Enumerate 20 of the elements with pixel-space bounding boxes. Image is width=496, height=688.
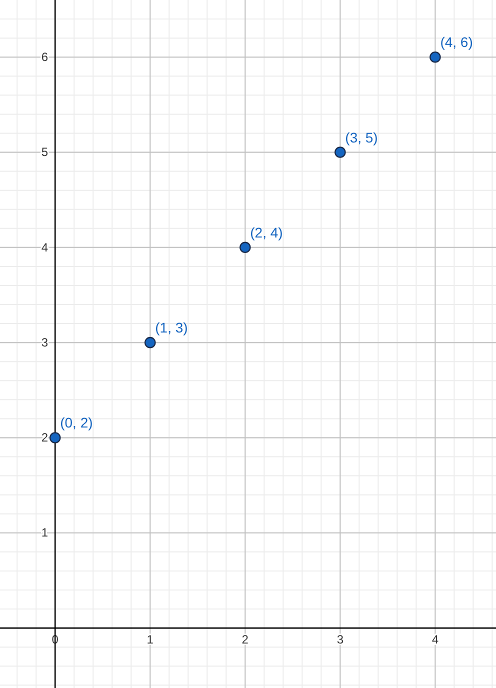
- point: [240, 242, 251, 254]
- point: [144, 336, 156, 348]
- y-tick-label: 3: [41, 335, 48, 350]
- data-label: (2, 4): [250, 224, 283, 240]
- x-tick-label: 2: [242, 632, 249, 647]
- point: [49, 432, 61, 444]
- point: [334, 146, 346, 158]
- data-label: (3, 5): [345, 129, 378, 146]
- y-tick-label: 4: [41, 240, 48, 254]
- x-tick-label: 4: [432, 632, 439, 647]
- data-label: (4, 6): [440, 34, 473, 50]
- data-label: (0, 2): [60, 414, 93, 431]
- data-label: (1, 3): [155, 320, 188, 336]
- x-tick-label: 3: [336, 632, 344, 647]
- y-tick-label: 5: [41, 145, 48, 160]
- y-tick-label: 2: [41, 430, 48, 445]
- point: [430, 51, 441, 63]
- y-tick-label: 6: [41, 50, 48, 64]
- x-tick-label: 1: [146, 632, 154, 647]
- y-tick-label: 1: [41, 526, 48, 540]
